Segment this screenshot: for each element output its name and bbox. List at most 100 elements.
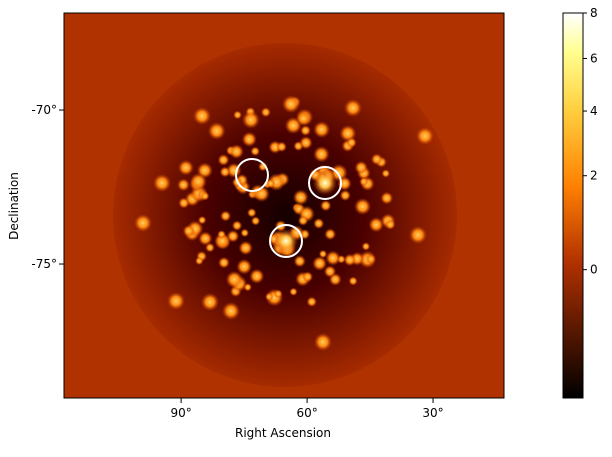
image-field: [113, 43, 457, 387]
source: [306, 296, 317, 307]
source: [236, 258, 253, 275]
source: [297, 215, 309, 226]
x-tick-label: 60°: [296, 406, 317, 420]
source: [241, 131, 257, 147]
source: [219, 166, 231, 178]
source: [207, 122, 226, 140]
plot-frame: [63, 12, 505, 399]
source: [167, 292, 185, 310]
source: [381, 169, 391, 178]
source: [195, 256, 204, 266]
source: [365, 254, 376, 265]
region-circle: [308, 166, 342, 200]
source: [314, 333, 332, 351]
y-axis-label: Declination: [7, 172, 21, 240]
source: [324, 228, 337, 241]
source: [299, 136, 313, 150]
source: [182, 224, 195, 238]
source: [416, 127, 434, 145]
colorbar-tick-label: 8: [590, 6, 598, 20]
source: [409, 226, 427, 244]
source: [343, 253, 357, 267]
source: [241, 110, 260, 129]
source: [218, 256, 230, 269]
region-circle: [235, 158, 269, 192]
source: [289, 287, 298, 296]
source: [273, 289, 283, 299]
y-tick-label: -70°: [31, 103, 57, 117]
source: [380, 191, 394, 205]
source: [220, 210, 232, 222]
source: [229, 144, 244, 159]
source: [325, 250, 341, 266]
source: [313, 218, 325, 229]
source: [318, 249, 328, 259]
source: [359, 176, 369, 187]
y-tick-label: -75°: [31, 257, 57, 271]
source: [346, 137, 357, 148]
source: [260, 107, 271, 118]
source: [265, 292, 274, 301]
source: [274, 229, 298, 253]
source: [233, 110, 242, 120]
source: [293, 255, 306, 268]
source: [313, 171, 337, 195]
source: [197, 215, 207, 225]
source: [178, 159, 194, 176]
source: [200, 191, 210, 201]
source: [134, 214, 152, 232]
source: [177, 178, 190, 192]
source: [217, 154, 230, 166]
source: [344, 99, 362, 117]
source: [296, 111, 311, 126]
source: [282, 95, 300, 114]
region-circle: [269, 224, 303, 258]
sources: [134, 95, 434, 351]
source: [201, 293, 219, 311]
colorbar-tick-label: 0: [590, 263, 598, 277]
x-tick-label: 90°: [170, 406, 191, 420]
colorbar-tick-label: 4: [590, 104, 598, 118]
source: [323, 265, 337, 278]
colorbar-tick-label: 6: [590, 51, 598, 65]
source: [247, 208, 257, 218]
source: [225, 270, 243, 289]
source: [313, 121, 331, 139]
source: [302, 271, 314, 283]
source: [222, 302, 240, 320]
source: [354, 160, 368, 175]
source: [190, 172, 207, 190]
x-tick-label: 30°: [422, 406, 443, 420]
source: [193, 107, 211, 125]
source: [300, 125, 311, 136]
source: [370, 153, 383, 166]
source: [198, 231, 213, 246]
source: [250, 146, 260, 157]
source: [238, 240, 253, 256]
source: [292, 189, 309, 206]
x-axis-label: Right Ascension: [235, 426, 331, 440]
source: [385, 219, 396, 230]
colorbar-tick-label: 2: [590, 169, 598, 183]
source: [153, 174, 171, 192]
source: [354, 198, 372, 216]
source: [258, 161, 268, 172]
source: [320, 200, 332, 212]
source: [348, 276, 358, 286]
source: [231, 220, 243, 231]
source: [368, 217, 384, 233]
source: [313, 145, 330, 163]
source: [249, 268, 265, 284]
source: [312, 256, 328, 271]
source: [251, 216, 261, 226]
source: [217, 230, 226, 239]
source: [178, 197, 190, 209]
image: [64, 13, 504, 398]
colorbar: [562, 12, 584, 399]
source: [265, 178, 276, 189]
source: [361, 242, 371, 251]
source: [240, 228, 250, 238]
source: [276, 141, 287, 153]
source: [339, 189, 351, 201]
